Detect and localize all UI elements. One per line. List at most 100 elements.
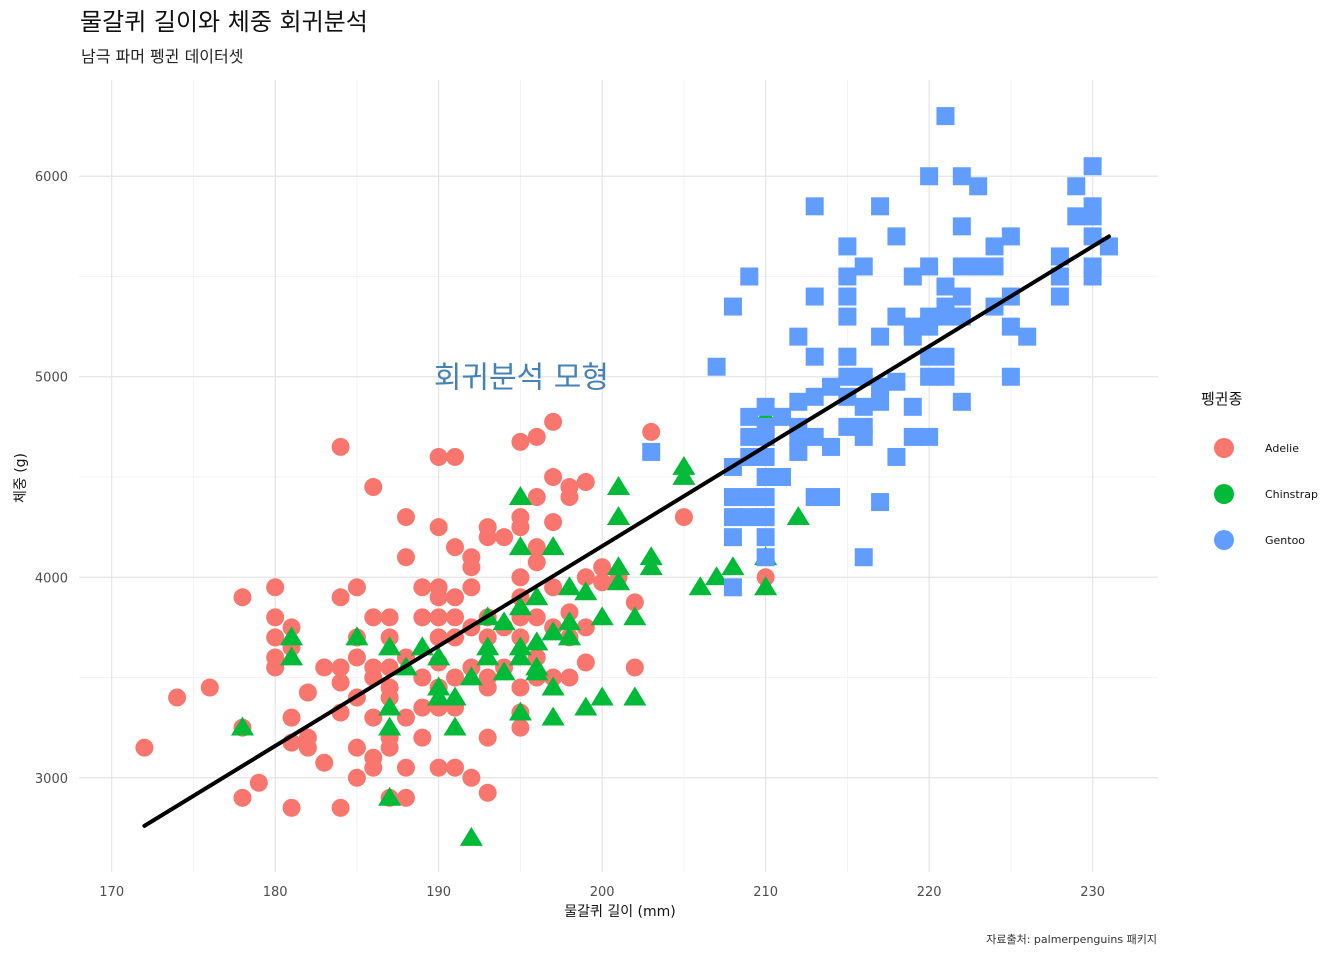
adelie-point bbox=[429, 608, 448, 627]
chinstrap-point bbox=[345, 626, 369, 646]
adelie-point bbox=[429, 588, 448, 607]
y-axis-title: 체중 (g) bbox=[13, 453, 29, 503]
gentoo-point bbox=[789, 427, 808, 446]
gentoo-point bbox=[822, 377, 841, 396]
gentoo-point bbox=[822, 488, 841, 507]
adelie-point bbox=[364, 478, 383, 497]
adelie-point bbox=[429, 518, 448, 537]
chinstrap-point bbox=[508, 596, 532, 616]
chinstrap-point bbox=[378, 786, 402, 806]
legend-label-chinstrap: Chinstrap bbox=[1265, 488, 1318, 501]
adelie-point bbox=[413, 578, 432, 597]
gentoo-point bbox=[887, 447, 906, 466]
adelie-point bbox=[396, 708, 415, 727]
chinstrap-point bbox=[574, 696, 598, 716]
adelie-point bbox=[380, 738, 399, 757]
gentoo-point bbox=[805, 387, 824, 406]
gentoo-point bbox=[969, 177, 988, 196]
chinstrap-point bbox=[279, 626, 304, 646]
x-tick-label: 190 bbox=[426, 885, 451, 900]
gentoo-point bbox=[1083, 267, 1102, 286]
gentoo-point bbox=[854, 397, 873, 416]
gentoo-point bbox=[952, 167, 971, 186]
adelie-point bbox=[511, 678, 530, 697]
adelie-point bbox=[446, 538, 465, 557]
gentoo-point bbox=[936, 347, 955, 366]
adelie-point bbox=[331, 437, 350, 456]
adelie-point bbox=[576, 473, 595, 492]
gentoo-point bbox=[1099, 237, 1118, 256]
adelie-point bbox=[266, 658, 285, 677]
adelie-point bbox=[544, 513, 563, 532]
gentoo-point bbox=[723, 297, 742, 316]
chinstrap-point bbox=[378, 716, 402, 736]
adelie-point bbox=[364, 708, 383, 727]
chinstrap-point bbox=[230, 716, 255, 736]
adelie-point bbox=[462, 578, 481, 597]
gentoo-point bbox=[985, 237, 1004, 256]
y-tick-label: 3000 bbox=[35, 772, 68, 787]
chinstrap-point bbox=[508, 636, 532, 656]
chinstrap-point bbox=[459, 666, 483, 686]
adelie-point bbox=[396, 548, 415, 567]
x-tick-label: 170 bbox=[99, 885, 124, 900]
gentoo-point bbox=[756, 488, 775, 507]
gentoo-point bbox=[789, 442, 808, 461]
adelie-point bbox=[625, 658, 644, 677]
gentoo-point bbox=[952, 217, 971, 236]
gentoo-point bbox=[871, 327, 890, 346]
chinstrap-point bbox=[672, 466, 696, 485]
chinstrap-point bbox=[508, 536, 532, 556]
chinstrap-point bbox=[541, 536, 565, 556]
adelie-point bbox=[396, 758, 415, 777]
gentoo-point bbox=[838, 287, 857, 306]
gentoo-point bbox=[920, 167, 939, 186]
gentoo-point bbox=[723, 508, 742, 527]
chinstrap-point bbox=[639, 556, 663, 576]
gentoo-point bbox=[740, 488, 759, 507]
grid-lines bbox=[79, 80, 1158, 872]
gentoo-point bbox=[740, 508, 759, 527]
legend-title: 펭귄종 bbox=[1201, 390, 1242, 408]
gentoo-point bbox=[756, 468, 775, 487]
adelie-point bbox=[347, 768, 366, 787]
adelie-point bbox=[266, 628, 285, 647]
adelie-point bbox=[249, 773, 268, 792]
gentoo-point bbox=[707, 357, 726, 376]
adelie-point bbox=[576, 568, 595, 587]
adelie-point bbox=[576, 618, 595, 637]
chinstrap-point bbox=[557, 626, 582, 646]
adelie-point bbox=[331, 798, 350, 817]
chinstrap-point bbox=[705, 566, 729, 586]
adelie-point bbox=[527, 538, 546, 557]
adelie-point bbox=[674, 508, 693, 527]
gentoo-point bbox=[936, 277, 955, 296]
chinstrap-point bbox=[590, 686, 614, 706]
chinstrap-point bbox=[541, 706, 565, 726]
chinstrap-point bbox=[508, 486, 532, 505]
adelie-point bbox=[462, 558, 481, 577]
gentoo-point bbox=[756, 397, 775, 416]
chinstrap-point bbox=[492, 611, 516, 631]
adelie-point bbox=[527, 488, 546, 507]
gentoo-point bbox=[1001, 227, 1020, 246]
adelie-point bbox=[446, 668, 465, 687]
chinstrap-point bbox=[606, 571, 631, 591]
adelie-point bbox=[511, 432, 530, 451]
adelie-point bbox=[347, 738, 366, 757]
legend-key-adelie bbox=[1214, 438, 1234, 458]
gentoo-point bbox=[952, 257, 971, 276]
adelie-point bbox=[560, 488, 579, 507]
adelie-point bbox=[266, 608, 285, 627]
chinstrap-point bbox=[786, 506, 810, 526]
adelie-point bbox=[233, 788, 252, 807]
y-tick-label: 4000 bbox=[35, 571, 68, 586]
adelie-point bbox=[396, 508, 415, 527]
chinstrap-point bbox=[443, 686, 467, 706]
chinstrap-point bbox=[459, 826, 483, 846]
gentoo-point bbox=[871, 197, 890, 216]
chinstrap-point bbox=[279, 646, 304, 666]
gentoo-point bbox=[969, 257, 988, 276]
gentoo-point bbox=[822, 437, 841, 456]
chinstrap-point bbox=[525, 661, 549, 681]
